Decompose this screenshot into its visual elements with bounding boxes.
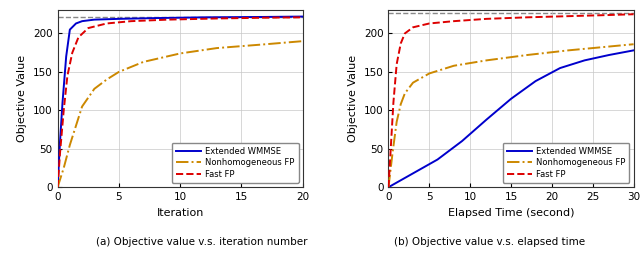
Y-axis label: Objective Value: Objective Value <box>17 55 28 142</box>
Text: (b) Objective value v.s. elapsed time: (b) Objective value v.s. elapsed time <box>394 237 585 246</box>
X-axis label: Elapsed Time (second): Elapsed Time (second) <box>448 208 574 218</box>
Text: (a) Objective value v.s. iteration number: (a) Objective value v.s. iteration numbe… <box>96 237 307 246</box>
Y-axis label: Objective Value: Objective Value <box>348 55 358 142</box>
Legend: Extended WMMSE, Nonhomogeneous FP, Fast FP: Extended WMMSE, Nonhomogeneous FP, Fast … <box>172 143 298 183</box>
Legend: Extended WMMSE, Nonhomogeneous FP, Fast FP: Extended WMMSE, Nonhomogeneous FP, Fast … <box>502 143 629 183</box>
X-axis label: Iteration: Iteration <box>156 208 204 218</box>
